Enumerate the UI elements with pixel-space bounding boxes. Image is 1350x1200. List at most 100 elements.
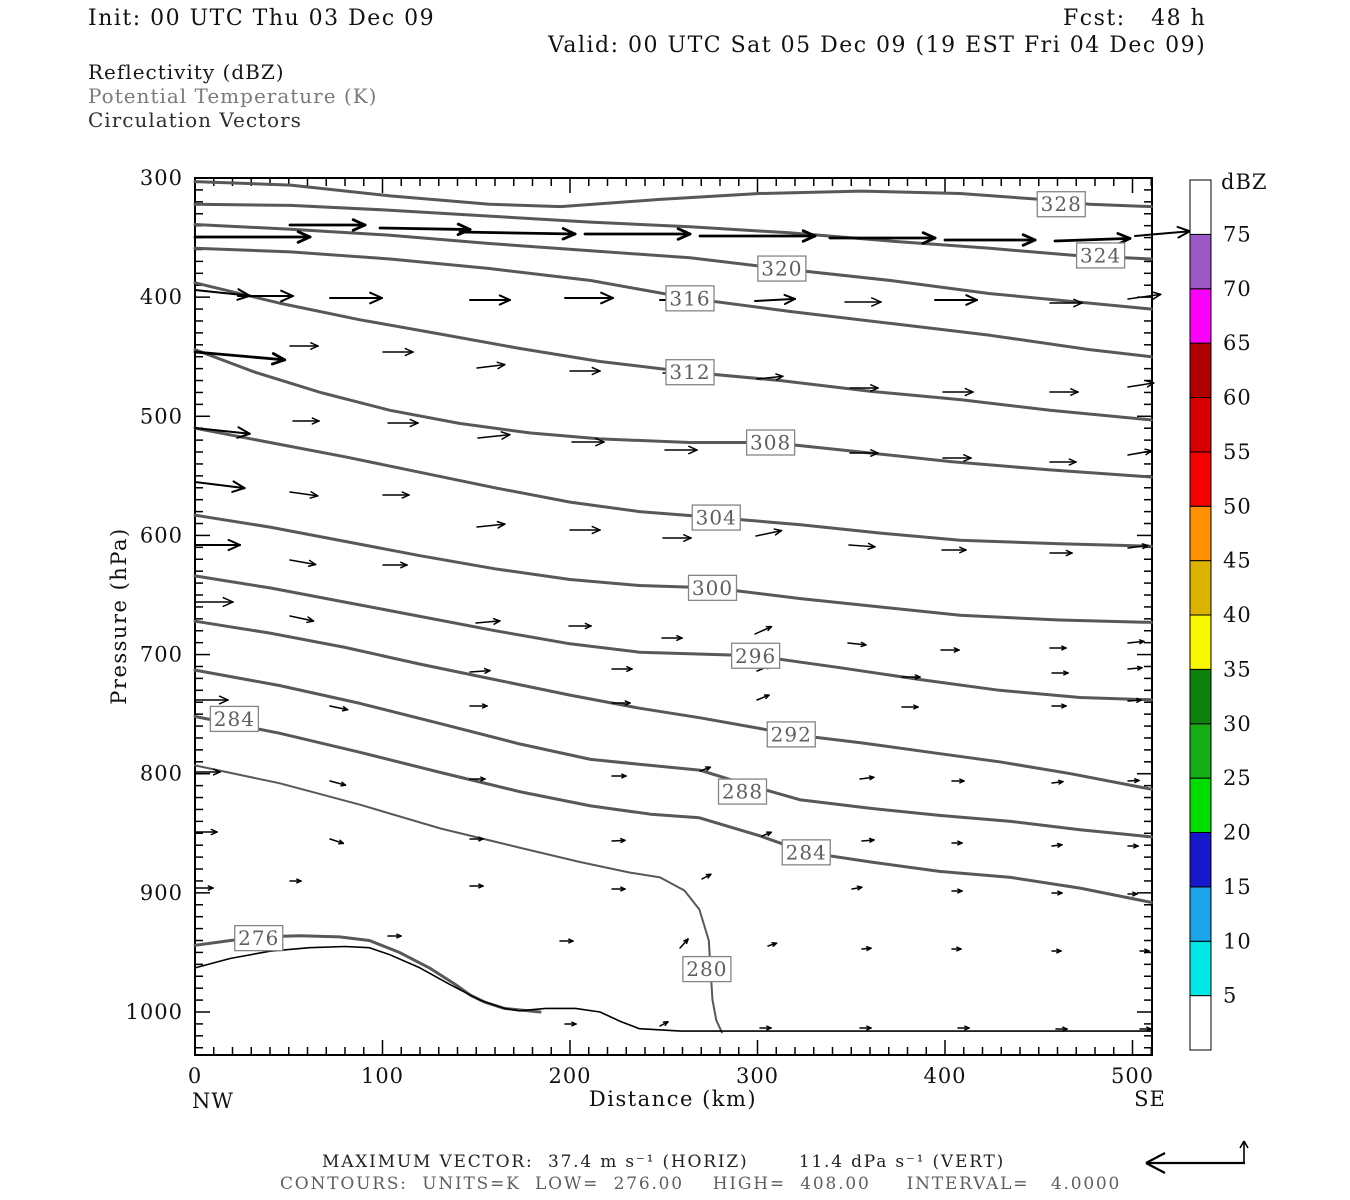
vector-arrow xyxy=(951,840,963,846)
vector-arrow xyxy=(1127,697,1142,703)
contour-label-304: 304 xyxy=(691,504,741,531)
colorbar-tick-label: 15 xyxy=(1223,875,1252,899)
vector-arrow xyxy=(387,418,419,428)
init-time-label: Init: 00 UTC Thu 03 Dec 09 xyxy=(88,6,436,31)
contour-label-text: 276 xyxy=(238,926,279,950)
nw-end-label: NW xyxy=(192,1089,234,1113)
colorbar-tick-label: 50 xyxy=(1223,494,1252,518)
contour-label-text: 316 xyxy=(669,286,710,310)
y-tick-label: 300 xyxy=(140,166,183,190)
vector-arrow xyxy=(387,933,402,939)
contour-label-text: 308 xyxy=(750,430,791,454)
vector-arrow xyxy=(1055,1026,1068,1032)
contour-label-324: 324 xyxy=(1075,242,1126,269)
vector-arrow xyxy=(951,778,965,784)
colorbar-segment xyxy=(1189,886,1212,942)
vector-arrow xyxy=(1127,891,1138,897)
vector-arrow xyxy=(1127,543,1149,550)
vector-arrow xyxy=(289,342,319,350)
terrain-line xyxy=(194,945,1152,1032)
contour-label-box xyxy=(234,924,284,952)
vector-arrow xyxy=(194,828,218,836)
contour-labels: 328 324 320 316 312 308 304 300 296 292 288 284 284 2… xyxy=(209,191,1126,983)
contour-line-292 xyxy=(193,619,1153,791)
colorbar-tick-label: 30 xyxy=(1223,712,1252,736)
vector-arrow xyxy=(847,641,867,648)
vector-arrow xyxy=(901,674,921,680)
vector-arrow xyxy=(754,625,773,635)
y-axis-title: Pressure (hPa) xyxy=(107,527,131,704)
colorbar-tick-label: 75 xyxy=(1223,222,1252,246)
colorbar-title: dBZ xyxy=(1221,170,1267,194)
vector-arrow xyxy=(859,1025,872,1031)
vector-arrow xyxy=(611,665,633,673)
vector-arrow xyxy=(476,520,506,529)
vector-arrow xyxy=(476,361,506,370)
vector-arrow xyxy=(382,561,408,569)
contour-label-box xyxy=(665,285,715,312)
vector-arrow xyxy=(940,647,960,653)
vector-arrow xyxy=(194,538,241,552)
contour-label-296: 296 xyxy=(730,642,781,669)
y-tick-label: 1000 xyxy=(126,1000,183,1024)
vector-arrow xyxy=(699,766,712,772)
colorbar-tick-label: 10 xyxy=(1223,929,1252,953)
y-tick-label: 800 xyxy=(140,762,183,786)
vector-arrow xyxy=(289,615,315,624)
vector-arrow xyxy=(701,873,712,880)
contour-label-box xyxy=(781,839,831,866)
colorbar-segment xyxy=(1189,233,1212,290)
vector-arrow xyxy=(941,546,967,554)
vector-arrow xyxy=(951,888,963,894)
vector-arrow xyxy=(849,384,879,392)
vector-arrow xyxy=(469,703,488,709)
vector-arrow xyxy=(1051,890,1063,896)
contour-label-box xyxy=(766,721,816,748)
contour-label-288: 288 xyxy=(717,778,768,805)
contour-label-284: 284 xyxy=(209,705,260,733)
x-axis-title: Distance (km) xyxy=(589,1087,757,1111)
vector-arrow xyxy=(851,885,863,891)
x-tick-label: 400 xyxy=(923,1064,966,1088)
vector-arrow xyxy=(559,938,574,944)
contour-label-280: 280 xyxy=(682,955,732,983)
contour-label-text: 312 xyxy=(669,360,710,384)
vector-arrow xyxy=(469,294,511,306)
vector-arrow xyxy=(1139,948,1150,954)
vector-arrow xyxy=(289,559,317,568)
contour-label-box xyxy=(691,504,741,531)
contour-label-box xyxy=(209,705,260,733)
vector-arrow xyxy=(564,291,614,305)
colorbar-segment xyxy=(1189,505,1212,562)
valid-time-label: Valid: 00 UTC Sat 05 Dec 09 (19 EST Fri … xyxy=(548,33,1207,58)
se-end-label: SE xyxy=(1134,1087,1166,1111)
colorbar-tick-label: 45 xyxy=(1223,549,1252,573)
vector-arrow xyxy=(194,288,251,301)
vector-arrow xyxy=(193,350,287,366)
vector-arrow xyxy=(193,230,312,244)
contour-label-text: 296 xyxy=(735,644,776,668)
contour-label-text: 300 xyxy=(692,576,733,600)
contour-line-288 xyxy=(193,668,1153,839)
contour-label-276: 276 xyxy=(234,924,284,952)
colorbar-tick-label: 5 xyxy=(1223,984,1237,1008)
vector-arrow xyxy=(1127,843,1139,849)
vector-arrow xyxy=(661,634,683,642)
contour-label-312: 312 xyxy=(665,359,715,386)
contour-label-box xyxy=(730,642,781,669)
colorbar-segment xyxy=(1189,614,1212,670)
contour-label-box xyxy=(717,778,768,805)
vector-arrow xyxy=(828,231,937,245)
vector-arrow xyxy=(611,837,626,844)
x-tick-label: 0 xyxy=(188,1064,202,1088)
contour-label-box xyxy=(687,574,738,602)
vector-arrow xyxy=(1049,298,1083,308)
vector-arrow xyxy=(475,617,501,625)
vector-arrow xyxy=(951,946,962,952)
contour-label-300: 300 xyxy=(687,574,738,602)
colorbar-tick-label: 70 xyxy=(1223,277,1252,301)
vector-arrow xyxy=(1049,549,1073,557)
contour-line-328 xyxy=(193,180,1153,209)
contour-line-324 xyxy=(193,202,1153,261)
vector-arrow xyxy=(901,704,919,710)
